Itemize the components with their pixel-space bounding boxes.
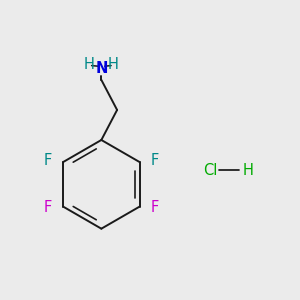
- Text: Cl: Cl: [203, 163, 217, 178]
- Text: H: H: [84, 57, 95, 72]
- Text: F: F: [44, 153, 52, 168]
- Text: F: F: [151, 153, 159, 168]
- Text: N: N: [95, 61, 107, 76]
- Text: F: F: [44, 200, 52, 215]
- Text: F: F: [151, 200, 159, 215]
- Text: H: H: [242, 163, 253, 178]
- Text: H: H: [108, 57, 119, 72]
